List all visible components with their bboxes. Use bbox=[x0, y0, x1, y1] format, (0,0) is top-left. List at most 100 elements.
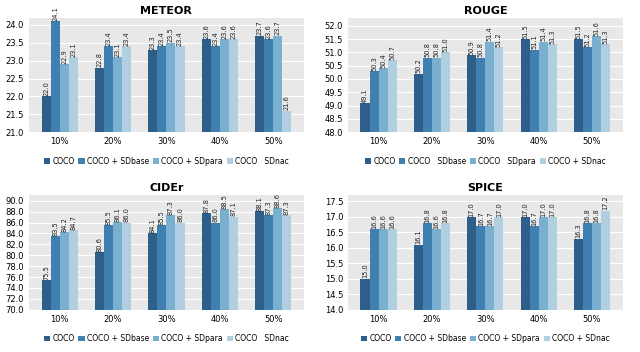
Text: 16.3: 16.3 bbox=[575, 224, 582, 238]
Text: 23.6: 23.6 bbox=[266, 24, 271, 39]
Bar bbox=[175, 222, 184, 352]
Bar bbox=[166, 43, 175, 352]
Legend: COCO, COCO + SDbase, COCO + SDpara, COCO   SDnac: COCO, COCO + SDbase, COCO + SDpara, COCO… bbox=[44, 157, 289, 166]
Text: 21.6: 21.6 bbox=[284, 96, 290, 111]
Legend: COCO, COCO + SDbase, COCO + SDpara, COCO + SDnac: COCO, COCO + SDbase, COCO + SDpara, COCO… bbox=[361, 334, 610, 343]
Bar bbox=[148, 233, 157, 352]
Bar bbox=[548, 217, 557, 352]
Bar bbox=[574, 239, 583, 352]
Text: 16.6: 16.6 bbox=[433, 214, 440, 229]
Bar bbox=[202, 213, 211, 352]
Text: 86.0: 86.0 bbox=[124, 208, 130, 222]
Text: 23.4: 23.4 bbox=[212, 31, 218, 46]
Bar bbox=[122, 222, 131, 352]
Text: 51.1: 51.1 bbox=[531, 35, 537, 49]
Text: 50.8: 50.8 bbox=[478, 43, 484, 57]
Text: 51.0: 51.0 bbox=[443, 37, 449, 52]
Text: 22.9: 22.9 bbox=[61, 49, 67, 64]
Bar bbox=[441, 223, 450, 352]
Bar bbox=[60, 232, 68, 352]
Text: 17.0: 17.0 bbox=[522, 202, 528, 216]
Bar bbox=[539, 42, 548, 352]
Bar bbox=[282, 111, 291, 352]
Bar bbox=[369, 229, 379, 352]
Text: 88.6: 88.6 bbox=[275, 193, 281, 208]
Bar bbox=[520, 217, 530, 352]
Text: 16.8: 16.8 bbox=[594, 208, 600, 223]
Bar bbox=[104, 46, 113, 352]
Text: 17.0: 17.0 bbox=[496, 202, 502, 216]
Text: 87.3: 87.3 bbox=[284, 201, 290, 215]
Bar bbox=[485, 42, 495, 352]
Text: 85.5: 85.5 bbox=[106, 210, 111, 225]
Text: 51.5: 51.5 bbox=[522, 24, 528, 39]
Legend: COCO, COCO   SDbase, COCO   SDpara, COCO + SDnac: COCO, COCO SDbase, COCO SDpara, COCO + S… bbox=[365, 157, 606, 166]
Text: 51.2: 51.2 bbox=[496, 32, 502, 47]
Bar bbox=[495, 217, 504, 352]
Text: 50.8: 50.8 bbox=[424, 43, 431, 57]
Bar bbox=[530, 226, 539, 352]
Text: 87.3: 87.3 bbox=[266, 201, 271, 215]
Text: 50.3: 50.3 bbox=[371, 56, 377, 71]
Bar bbox=[211, 222, 220, 352]
Bar bbox=[220, 209, 229, 352]
Text: 50.7: 50.7 bbox=[389, 45, 396, 60]
Text: 15.0: 15.0 bbox=[362, 264, 368, 278]
Bar bbox=[113, 222, 122, 352]
Bar bbox=[166, 215, 175, 352]
Bar bbox=[574, 39, 583, 352]
Bar bbox=[211, 46, 220, 352]
Bar bbox=[360, 279, 369, 352]
Bar bbox=[388, 229, 397, 352]
Bar bbox=[273, 208, 282, 352]
Text: 51.4: 51.4 bbox=[487, 27, 493, 42]
Bar bbox=[175, 46, 184, 352]
Text: 22.0: 22.0 bbox=[43, 81, 49, 96]
Text: 50.8: 50.8 bbox=[433, 43, 440, 57]
Text: 23.4: 23.4 bbox=[106, 31, 111, 46]
Text: 17.2: 17.2 bbox=[603, 196, 609, 210]
Text: 86.0: 86.0 bbox=[177, 208, 183, 222]
Bar bbox=[592, 223, 601, 352]
Bar bbox=[414, 74, 423, 352]
Bar bbox=[495, 47, 504, 352]
Bar bbox=[432, 58, 441, 352]
Bar bbox=[60, 64, 68, 352]
Text: 50.4: 50.4 bbox=[380, 53, 386, 68]
Text: 23.6: 23.6 bbox=[203, 24, 209, 39]
Text: 84.1: 84.1 bbox=[150, 218, 156, 233]
Bar bbox=[379, 229, 388, 352]
Text: 87.3: 87.3 bbox=[168, 201, 174, 215]
Text: 16.7: 16.7 bbox=[531, 211, 537, 226]
Text: 75.5: 75.5 bbox=[43, 265, 49, 280]
Text: 49.1: 49.1 bbox=[362, 88, 368, 103]
Text: 51.3: 51.3 bbox=[549, 30, 556, 44]
Bar bbox=[202, 39, 211, 352]
Text: 17.0: 17.0 bbox=[549, 202, 556, 216]
Bar bbox=[122, 46, 131, 352]
Bar bbox=[548, 44, 557, 352]
Bar bbox=[95, 252, 104, 352]
Text: 23.4: 23.4 bbox=[124, 31, 130, 46]
Text: 84.2: 84.2 bbox=[61, 218, 67, 232]
Bar bbox=[157, 225, 166, 352]
Bar bbox=[273, 36, 282, 352]
Text: 23.3: 23.3 bbox=[150, 35, 156, 50]
Text: 50.2: 50.2 bbox=[415, 58, 421, 73]
Bar bbox=[467, 217, 476, 352]
Bar bbox=[441, 52, 450, 352]
Text: 17.0: 17.0 bbox=[540, 202, 546, 216]
Text: 51.4: 51.4 bbox=[540, 27, 546, 42]
Bar bbox=[476, 58, 485, 352]
Bar bbox=[51, 21, 60, 352]
Bar bbox=[229, 39, 238, 352]
Text: 23.1: 23.1 bbox=[115, 42, 120, 57]
Text: 22.8: 22.8 bbox=[97, 52, 102, 68]
Bar bbox=[157, 46, 166, 352]
Bar bbox=[369, 71, 379, 352]
Title: SPICE: SPICE bbox=[467, 183, 503, 193]
Bar bbox=[423, 58, 432, 352]
Text: 17.0: 17.0 bbox=[468, 202, 475, 216]
Bar bbox=[255, 211, 264, 352]
Text: 83.5: 83.5 bbox=[52, 221, 58, 236]
